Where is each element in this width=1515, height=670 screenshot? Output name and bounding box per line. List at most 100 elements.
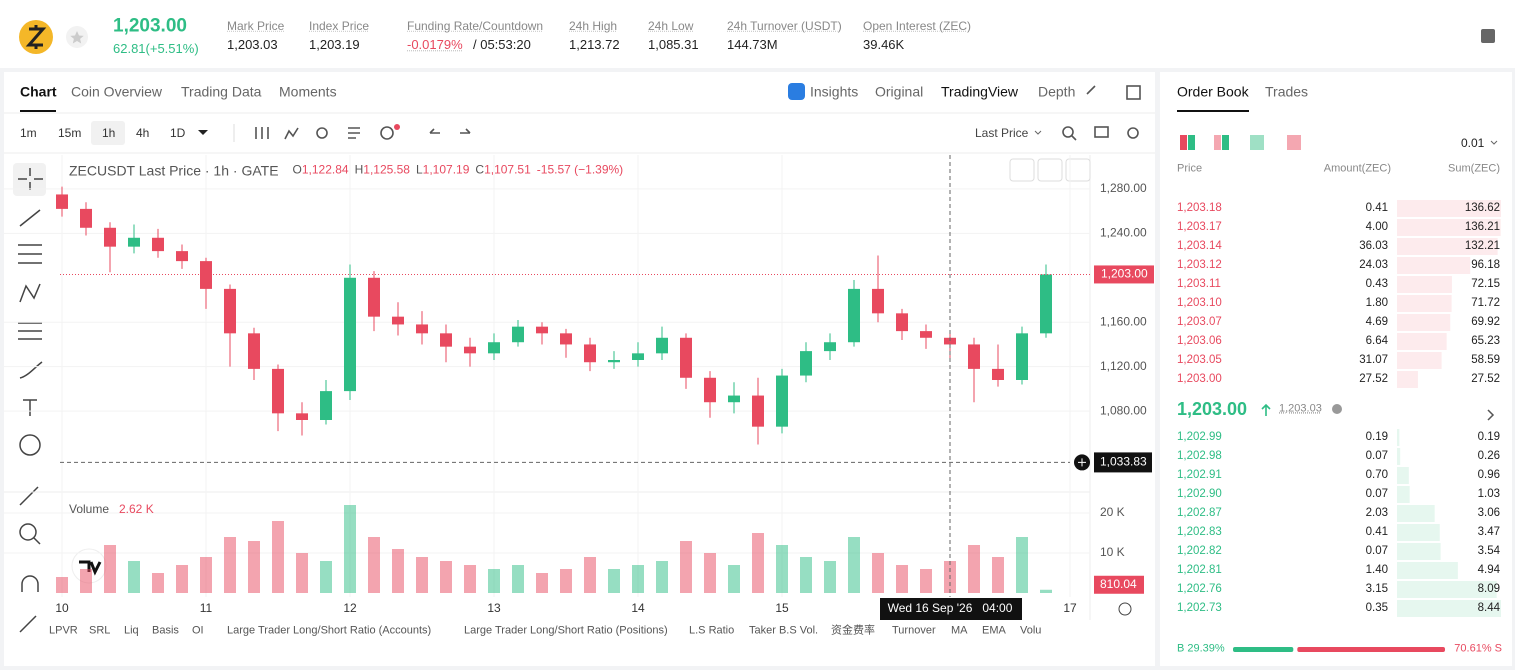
interval[interactable]: 1h (102, 125, 116, 140)
volume-bar (992, 557, 1004, 593)
candle-body (440, 333, 452, 347)
chart-tab[interactable]: Moments (279, 83, 337, 100)
volume-bar (248, 541, 260, 593)
volume-bar (872, 553, 884, 593)
book-sum: 27.52 (1471, 373, 1500, 386)
volume-bar (896, 565, 908, 593)
candle-body (344, 277, 356, 392)
ohlc-item: H1,125.58 (355, 163, 410, 180)
interval[interactable]: 15m (58, 125, 82, 140)
precision[interactable]: 0.01 (1461, 135, 1485, 150)
book-sum: 132.21 (1464, 240, 1500, 253)
volume-bar (680, 541, 692, 593)
view-tab[interactable]: TradingView (941, 83, 1019, 100)
book-tab[interactable]: Trades (1265, 83, 1309, 100)
indicator[interactable]: Basis (152, 624, 179, 637)
book-sum: 72.15 (1471, 278, 1500, 291)
candle-body (632, 353, 644, 360)
price-type[interactable]: Last Price (975, 125, 1029, 140)
book-price: 1,203.12 (1177, 259, 1222, 272)
book-amount: 0.70 (1365, 469, 1388, 482)
stat-value: 1,203.19 (309, 37, 360, 53)
indicator[interactable]: Large Trader Long/Short Ratio (Positions… (464, 624, 668, 637)
interval[interactable]: 1m (20, 125, 37, 140)
chart-tab[interactable]: Coin Overview (71, 83, 163, 100)
y-tick-label: 1,160.00 (1100, 314, 1147, 328)
stat-value: 39.46K (863, 37, 905, 53)
depth-bar (1397, 257, 1471, 274)
indicator[interactable]: L.S Ratio (689, 624, 735, 637)
stat-label: 24h Low (648, 18, 694, 33)
indicator[interactable]: Liq (124, 624, 139, 637)
view-tab[interactable]: Original (875, 83, 924, 100)
view-tab[interactable]: Insights (810, 83, 859, 100)
candle-body (560, 333, 572, 345)
chart-buttons[interactable] (1009, 158, 1091, 182)
indicator[interactable]: 资金费率 (831, 624, 875, 637)
depth-bar (1397, 581, 1497, 598)
indicator[interactable]: SRL (89, 624, 111, 637)
book-sum: 136.62 (1464, 202, 1500, 215)
chart-tab[interactable]: Chart (20, 83, 57, 100)
y-tick-label: 1,240.00 (1100, 226, 1147, 240)
depth-view-icons[interactable] (1180, 135, 1301, 150)
view-tab[interactable]: Depth (1038, 83, 1076, 100)
stat-label: Mark Price (227, 18, 285, 33)
candle-body (680, 337, 692, 378)
indicator[interactable]: Volu (1020, 624, 1042, 637)
book-price: 1,203.07 (1177, 316, 1222, 329)
indicator[interactable]: Large Trader Long/Short Ratio (Accounts) (227, 624, 432, 637)
volume-bar (848, 537, 860, 593)
volume-bar (704, 553, 716, 593)
volume-title: Volume (69, 501, 110, 516)
ohlc-value: 1,107.51 (484, 162, 531, 177)
dropdown-icon[interactable] (198, 130, 208, 135)
book-price: 1,203.14 (1177, 240, 1222, 253)
indicator[interactable]: OI (192, 624, 204, 637)
candle-body (56, 194, 68, 209)
book-amount: 0.35 (1365, 602, 1388, 615)
sell-ratio: 70.61% S (1454, 642, 1502, 655)
volume-bar (80, 569, 92, 593)
indicator[interactable]: LPVR (49, 624, 78, 637)
depth-bar (1397, 314, 1451, 331)
depth-bar (1397, 200, 1501, 217)
candle-body (824, 342, 836, 352)
candle-body (248, 333, 260, 369)
indicator[interactable]: MA (951, 624, 968, 637)
settings-icon[interactable] (1118, 602, 1132, 616)
y-tick-label: 1,120.00 (1100, 359, 1147, 373)
indicator-bar: LPVR SRL Liq Basis OI Large Trader Long/Short… (49, 624, 1054, 637)
chevron[interactable] (1487, 409, 1495, 421)
book-tab[interactable]: Order Book (1177, 83, 1249, 100)
interval[interactable]: 1D (170, 125, 186, 140)
stat-value: 1,085.31 (648, 37, 699, 53)
interval[interactable]: 4h (136, 125, 150, 140)
stat-value: 144.73M (727, 37, 778, 53)
chart-tab[interactable]: Trading Data (181, 83, 262, 100)
mark-price: 1,203.03 (1279, 402, 1322, 415)
stat-label: Funding Rate/Countdown (407, 18, 544, 33)
up-arrow (1261, 403, 1271, 416)
book-sum: 71.72 (1471, 297, 1500, 310)
volume-bar (488, 569, 500, 593)
volume-bar (656, 561, 668, 593)
book-price: 1,202.87 (1177, 507, 1222, 520)
book-amount: 0.07 (1365, 488, 1388, 501)
last-price-label: 1,203.00 (1101, 267, 1148, 281)
indicator[interactable]: EMA (982, 624, 1006, 637)
indicator[interactable]: Taker B.S Vol. (749, 624, 819, 637)
drawing-tools[interactable] (18, 168, 43, 633)
funding-countdown: / 05:53:20 (473, 37, 531, 53)
book-sum: 4.94 (1477, 564, 1500, 577)
candle-body (224, 288, 236, 334)
book-amount: 0.07 (1365, 450, 1388, 463)
indicator[interactable]: Turnover (892, 624, 936, 637)
volume-bar (128, 561, 140, 593)
book-amount: 1.40 (1365, 564, 1388, 577)
volume-bar (464, 565, 476, 593)
volume-bar (632, 565, 644, 593)
menu-icon[interactable] (1481, 29, 1495, 43)
